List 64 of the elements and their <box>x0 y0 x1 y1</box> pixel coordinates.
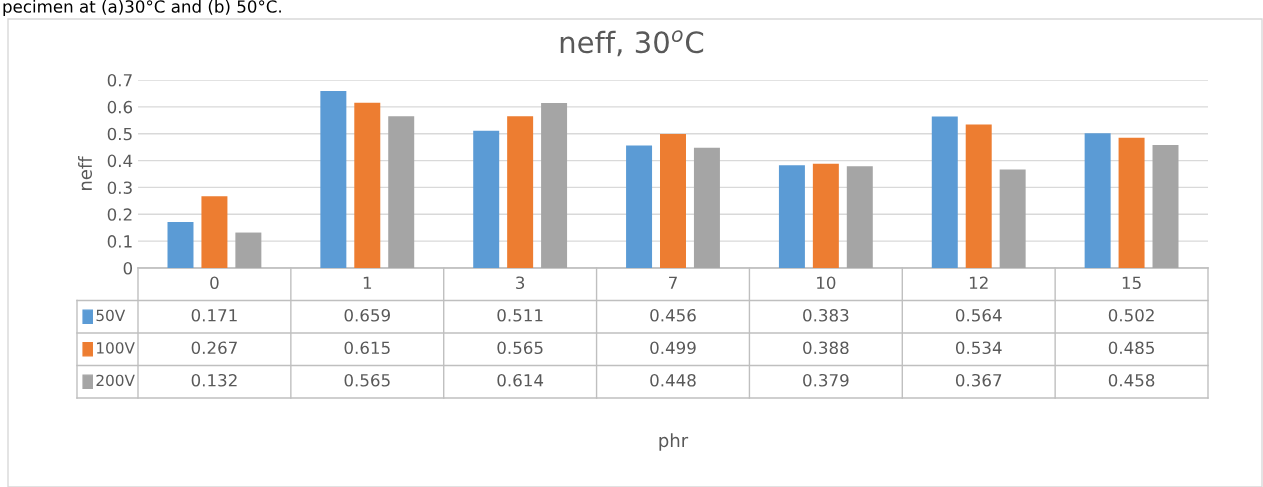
bar <box>1084 133 1111 268</box>
legend-label: 100V <box>97 342 135 354</box>
bar <box>660 133 686 268</box>
bar <box>626 145 653 268</box>
data-label: 0.367 <box>955 373 1002 387</box>
y-tick-label: 0.5 <box>107 127 132 141</box>
bar <box>507 116 534 268</box>
bar <box>354 102 381 268</box>
y-axis-title: neff <box>78 156 93 190</box>
y-tick-label: 0 <box>123 261 133 275</box>
data-label: 0.379 <box>803 373 849 387</box>
x-tick-label: 0 <box>210 276 219 290</box>
bar <box>201 196 228 268</box>
x-tick-label: 1 <box>363 276 372 289</box>
data-label: 0.511 <box>497 308 543 322</box>
legend-label: 50V <box>96 309 126 322</box>
data-label: 0.564 <box>955 308 1002 322</box>
bar <box>167 222 194 268</box>
bar <box>320 91 347 268</box>
bar <box>965 124 992 268</box>
y-tick-label: 0.6 <box>107 100 133 114</box>
y-tick-label: 0.1 <box>107 235 132 248</box>
bar <box>473 130 500 268</box>
chart-title: neff, 30$^{o}$C <box>560 30 704 57</box>
y-tick-label: 0.4 <box>107 154 133 168</box>
x-tick-label: 3 <box>516 276 525 290</box>
data-label: 0.615 <box>344 341 390 355</box>
x-tick-label: 15 <box>1122 276 1141 290</box>
data-label: 0.132 <box>191 373 237 387</box>
data-label: 0.448 <box>650 373 696 387</box>
bar <box>846 166 873 268</box>
data-label: 0.171 <box>191 308 237 322</box>
data-label: 0.388 <box>803 341 849 355</box>
bar <box>693 147 720 268</box>
x-tick-label: 12 <box>969 276 988 289</box>
bar <box>999 169 1026 268</box>
bar <box>812 163 839 268</box>
data-label: 0.659 <box>344 308 390 322</box>
bar <box>931 116 958 268</box>
bar <box>388 116 415 268</box>
bar <box>1152 144 1179 268</box>
y-tick-label: 0.3 <box>107 181 132 194</box>
data-label: 0.565 <box>344 373 390 387</box>
data-label: 0.534 <box>955 341 1002 355</box>
data-label: 0.383 <box>803 308 849 322</box>
y-tick-label: 0.7 <box>107 73 132 87</box>
bar <box>1118 137 1145 268</box>
x-tick-label: 10 <box>817 276 836 290</box>
data-label: 0.614 <box>497 373 544 387</box>
x-tick-label: 7 <box>669 276 677 289</box>
data-label: 0.458 <box>1108 373 1155 387</box>
bar <box>541 103 568 268</box>
data-label: 0.456 <box>650 308 696 322</box>
data-label: 0.485 <box>1108 341 1154 355</box>
legend-label: 200V <box>96 374 135 387</box>
data-label: 0.267 <box>191 341 237 355</box>
bar <box>235 232 262 268</box>
data-label: 0.502 <box>1108 308 1154 322</box>
text: phr <box>659 433 689 451</box>
data-label: 0.565 <box>497 341 543 355</box>
data-label: 0.499 <box>650 341 696 355</box>
text: pecimen at (a)30°C and (b) 50°C. <box>3 0 281 17</box>
bar <box>778 165 805 268</box>
y-tick-label: 0.2 <box>107 208 132 221</box>
